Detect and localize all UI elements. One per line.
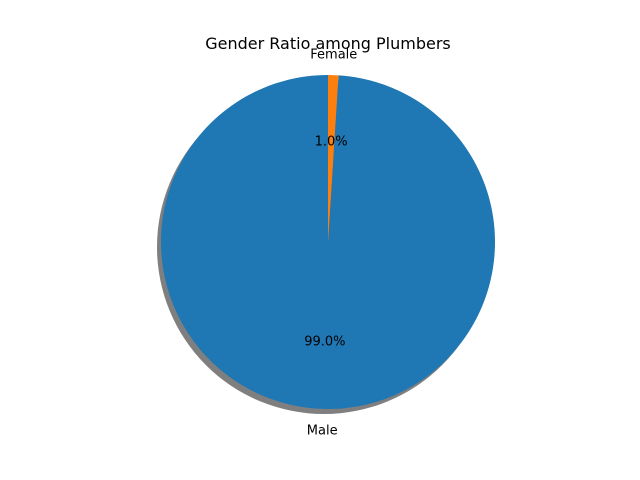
slice-percent-female: 1.0% (315, 134, 348, 149)
slice-label-male: Male (307, 423, 338, 438)
chart-title: Gender Ratio among Plumbers (205, 34, 451, 53)
slice-percent-male: 99.0% (304, 335, 345, 350)
pie-slice-male (160, 75, 495, 410)
slice-label-female: Female (310, 47, 357, 62)
pie-slice-female (328, 75, 339, 242)
pie-labels: Male 99.0% Female 1.0% (304, 47, 357, 438)
pie-slices (160, 75, 495, 410)
